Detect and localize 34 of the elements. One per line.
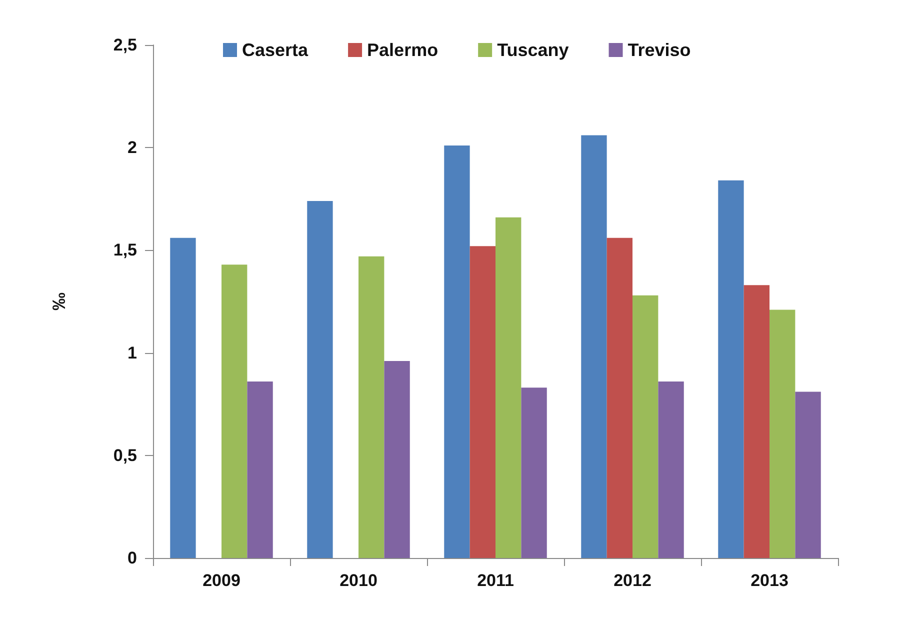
legend-label: Tuscany <box>497 40 569 60</box>
bar <box>770 310 796 558</box>
y-tick-label: 0,5 <box>113 446 137 465</box>
bar <box>470 246 496 558</box>
y-tick-label: 2,5 <box>113 36 137 54</box>
bar <box>632 295 658 558</box>
legend-label: Palermo <box>367 40 438 60</box>
y-tick-label: 1,5 <box>113 240 137 260</box>
x-tick-label: 2010 <box>340 571 378 590</box>
bar <box>658 382 684 558</box>
x-tick-label: 2012 <box>614 571 652 590</box>
legend-label: Caserta <box>242 40 310 60</box>
bar <box>170 238 196 558</box>
bar <box>358 256 384 558</box>
bar <box>521 388 547 558</box>
bar <box>606 238 632 558</box>
x-tick-label: 2013 <box>750 571 788 590</box>
legend-label: Treviso <box>628 40 691 60</box>
y-axis-title: ‰ <box>49 292 69 310</box>
y-tick-label: 0 <box>128 548 137 568</box>
bar <box>744 285 770 558</box>
bar <box>384 361 410 558</box>
bar <box>247 382 273 558</box>
bar <box>222 264 248 558</box>
y-tick-label: 2 <box>128 138 137 158</box>
y-tick-label: 1 <box>128 343 137 362</box>
x-tick-label: 2009 <box>202 571 240 590</box>
bar <box>795 392 821 558</box>
bar <box>496 217 522 558</box>
bar <box>581 135 607 558</box>
bar <box>718 180 744 558</box>
x-tick-label: 2011 <box>477 571 514 590</box>
bar <box>444 146 470 558</box>
bar <box>307 200 333 558</box>
